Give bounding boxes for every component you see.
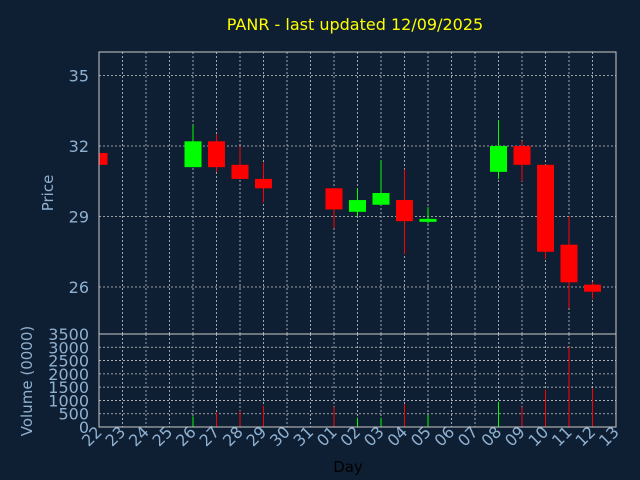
candle-body: [255, 178, 272, 189]
volume-grid: [98, 333, 617, 428]
candle-body: [419, 218, 437, 222]
volume-tick-label: 0: [79, 418, 89, 437]
volume-tick-label: 500: [58, 405, 89, 424]
volume-tick-label: 2000: [48, 365, 89, 384]
candle-body: [349, 200, 366, 212]
price-tick-label: 29: [69, 208, 89, 227]
candle-body: [490, 146, 507, 172]
price-tick-label: 35: [69, 67, 89, 86]
price-tick-label: 32: [69, 137, 89, 156]
price-candles: [98, 120, 601, 309]
candle-body: [584, 284, 601, 292]
candle-body: [396, 200, 413, 222]
price-tick-label: 26: [69, 278, 89, 297]
volume-tick-label: 3500: [48, 325, 89, 344]
candle-body: [560, 244, 578, 283]
price-axis-label: Price: [39, 175, 57, 212]
volume-tick-label: 1500: [48, 378, 89, 397]
volume-bars: [192, 347, 593, 427]
candle-body: [184, 141, 202, 168]
candle-body: [231, 164, 249, 179]
volume-tick-label: 2500: [48, 352, 89, 371]
candle-body: [208, 141, 225, 168]
volume-axis-label: Volume (0000): [18, 326, 36, 436]
x-axis-label: Day: [333, 458, 363, 476]
candle-body: [372, 193, 390, 205]
chart-title: PANR - last updated 12/09/2025: [227, 15, 483, 34]
candle-body: [513, 146, 531, 165]
price-y-ticks: 26 29 32 35: [69, 67, 89, 298]
volume-tick-label: 1000: [48, 391, 89, 410]
candle-body: [537, 164, 554, 252]
candle-body: [99, 153, 108, 165]
volume-tick-label: 3000: [48, 338, 89, 357]
volume-panel-frame: [98, 333, 617, 428]
candle-body: [325, 188, 343, 210]
